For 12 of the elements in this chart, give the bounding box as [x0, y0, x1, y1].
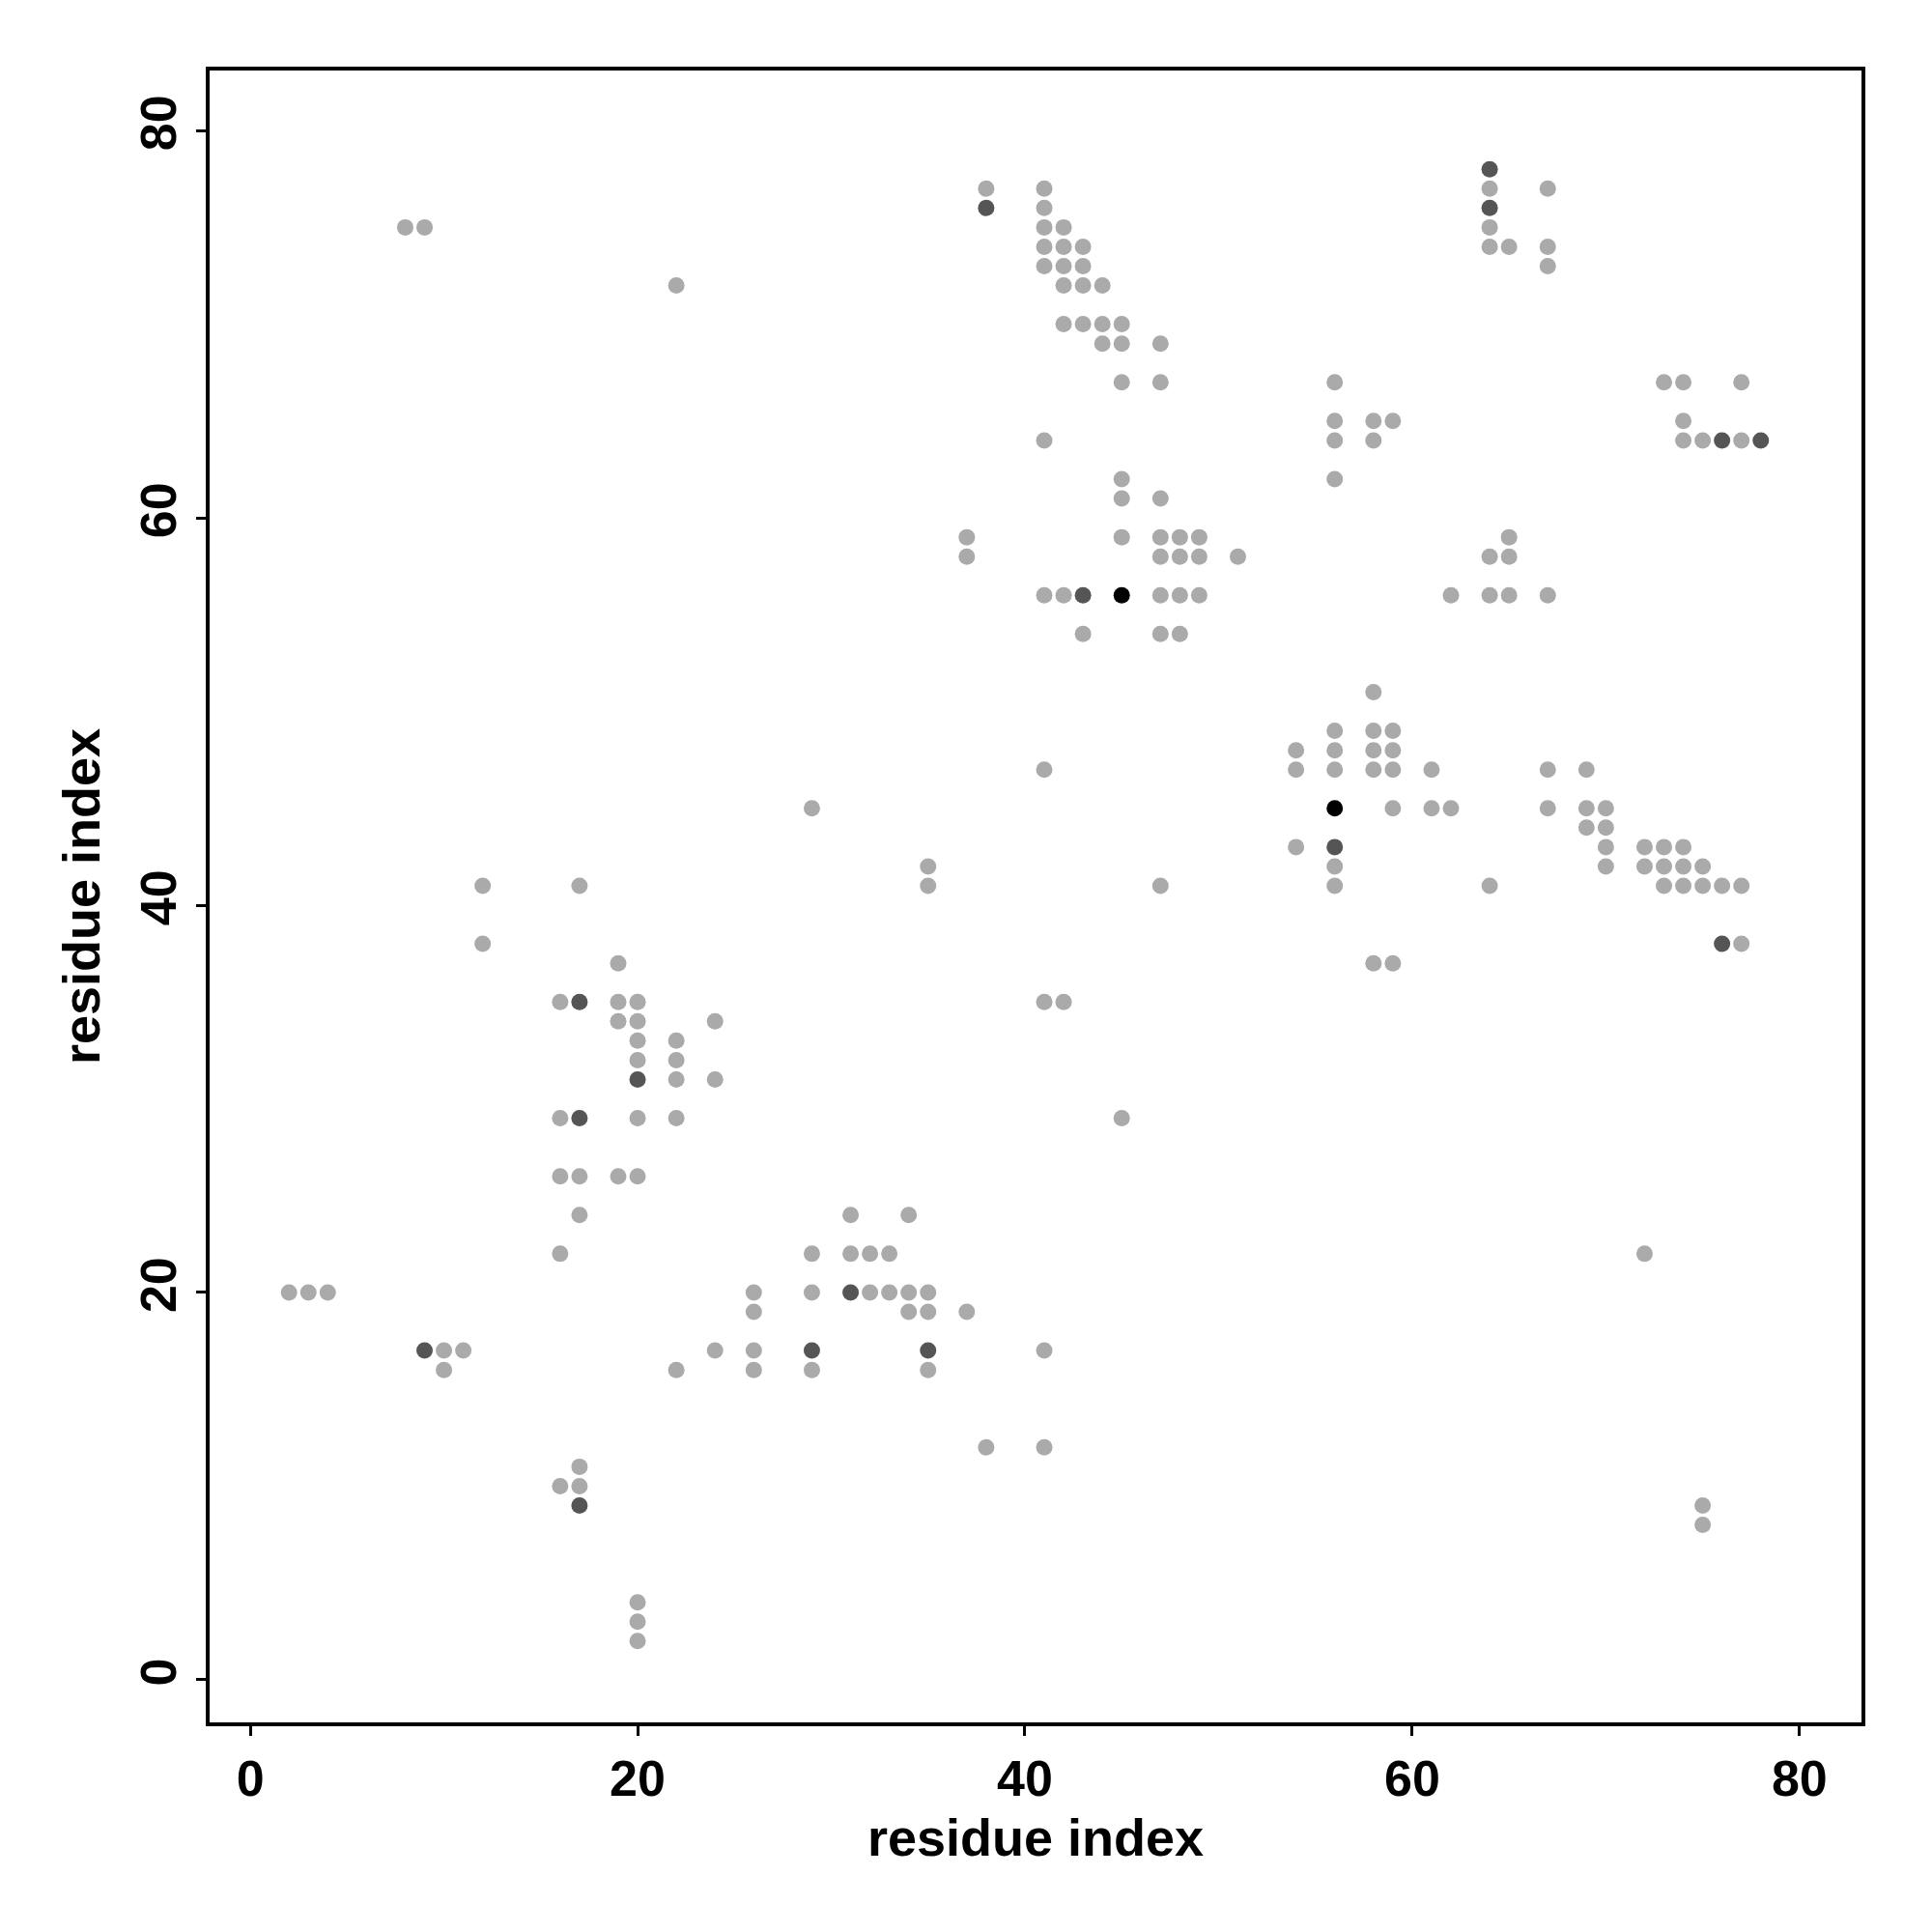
- y-tick-label: 20: [130, 1257, 187, 1314]
- y-tick-label: 40: [130, 869, 187, 926]
- x-tick-label: 60: [1383, 1750, 1440, 1807]
- x-tick-label: 0: [236, 1750, 265, 1807]
- x-tick-label: 20: [610, 1750, 666, 1807]
- y-tick-label: 0: [130, 1658, 187, 1687]
- y-axis-title: residue index: [52, 727, 111, 1065]
- y-tick-label: 80: [130, 95, 187, 152]
- x-tick-label: 40: [997, 1750, 1053, 1807]
- x-axis-title: residue index: [867, 1808, 1205, 1867]
- y-tick-label: 60: [130, 482, 187, 539]
- x-tick-label: 80: [1771, 1750, 1828, 1807]
